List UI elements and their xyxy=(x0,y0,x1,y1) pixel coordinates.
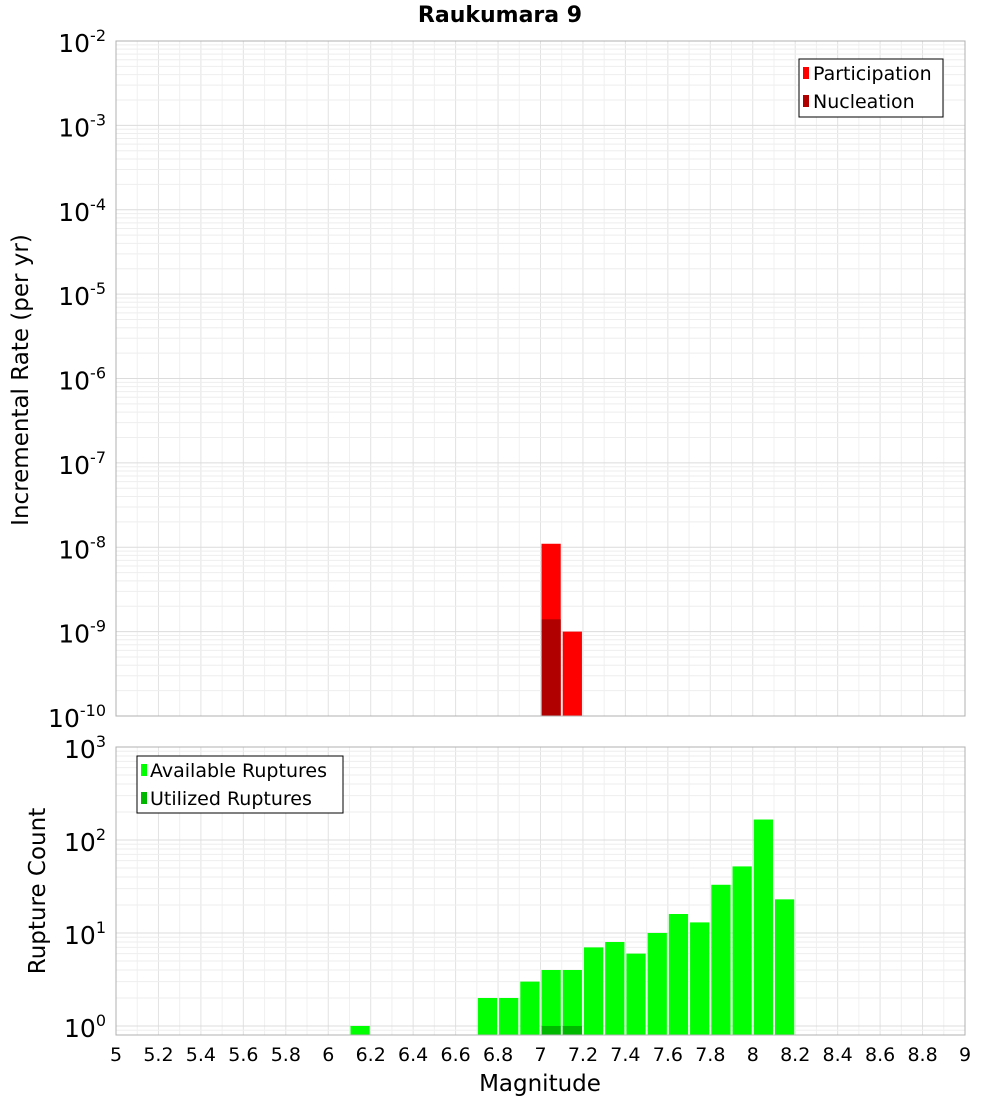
bar-available-ruptures xyxy=(350,1025,370,1035)
x-tick-label: 7 xyxy=(534,1044,546,1066)
bottom-y-tick-label: 100 xyxy=(64,1011,106,1043)
x-tick-label: 6 xyxy=(322,1044,334,1066)
bar-available-ruptures xyxy=(499,997,519,1035)
top-y-tick-label: 10-6 xyxy=(58,364,106,396)
bottom-y-tick-label: 101 xyxy=(64,918,106,950)
legend-swatch-nucleation xyxy=(803,95,809,107)
top-y-tick-label: 10-10 xyxy=(48,701,106,733)
top-y-tick-label: 10-5 xyxy=(58,279,106,311)
bottom-legend-box xyxy=(136,755,344,814)
bottom-bars xyxy=(350,819,795,1035)
top-y-tick-label: 10-7 xyxy=(58,448,106,480)
x-tick-label: 5.8 xyxy=(271,1044,301,1066)
x-tick-label: 7.6 xyxy=(653,1044,683,1066)
chart-title: Raukumara 9 xyxy=(418,3,582,28)
bottom-legend: Available Ruptures Utilized Ruptures xyxy=(136,755,344,814)
top-legend-box xyxy=(798,58,944,118)
bar-utilized-ruptures xyxy=(562,1025,582,1035)
bar-available-ruptures xyxy=(690,922,710,1035)
x-tick-label: 5.4 xyxy=(186,1044,216,1066)
bottom-y-axis-label: Rupture Count xyxy=(25,808,51,974)
x-tick-label: 7.8 xyxy=(695,1044,725,1066)
legend-swatch-available-ruptures xyxy=(141,764,147,776)
bar-available-ruptures xyxy=(753,819,773,1035)
top-legend: Participation Nucleation xyxy=(798,58,944,118)
x-tick-label: 5.6 xyxy=(228,1044,258,1066)
x-tick-label: 8.6 xyxy=(865,1044,895,1066)
x-tick-label: 9 xyxy=(959,1044,971,1066)
x-tick-labels: 5 5.2 5.4 5.6 5.8 6 6.2 6.4 6.6 6.8 7 7.2 7.4 7.6 7.8 8… xyxy=(110,1044,971,1066)
x-tick-label: 6.2 xyxy=(356,1044,386,1066)
top-y-tick-label: 10-4 xyxy=(58,195,106,227)
bottom-y-tick-labels: 100 101 102 103 xyxy=(64,732,106,1043)
top-grid xyxy=(115,40,966,717)
legend-swatch-utilized-ruptures xyxy=(141,792,147,804)
x-tick-label: 6.4 xyxy=(398,1044,428,1066)
bar-participation xyxy=(562,631,582,716)
legend-label-participation: Participation xyxy=(813,63,932,85)
bottom-plot-border xyxy=(115,746,966,1036)
x-tick-label: 5 xyxy=(110,1044,122,1066)
x-tick-label: 6.8 xyxy=(483,1044,513,1066)
bottom-y-tick-label: 103 xyxy=(64,732,106,764)
bar-available-ruptures xyxy=(647,932,667,1035)
x-axis-label: Magnitude xyxy=(479,1071,601,1097)
top-y-tick-label: 10-9 xyxy=(58,617,106,649)
bar-available-ruptures xyxy=(668,914,689,1035)
x-tick-label: 7.2 xyxy=(568,1044,598,1066)
top-y-tick-label: 10-2 xyxy=(58,26,106,58)
top-y-tick-label: 10-8 xyxy=(58,532,106,564)
x-tick-label: 5.2 xyxy=(143,1044,173,1066)
top-panel: 10-10 10-9 10-8 10-7 10-6 10-5 10-4 10-3 10-2 In… xyxy=(8,26,966,733)
bar-available-ruptures xyxy=(520,981,540,1035)
bar-available-ruptures xyxy=(774,899,795,1035)
top-plot-border xyxy=(115,40,966,717)
bar-utilized-ruptures xyxy=(541,1025,561,1035)
x-tick-label: 8.4 xyxy=(823,1044,853,1066)
top-y-tick-label: 10-3 xyxy=(58,110,106,142)
x-tick-label: 8.8 xyxy=(907,1044,937,1066)
legend-label-utilized-ruptures: Utilized Ruptures xyxy=(150,788,312,810)
bar-available-ruptures xyxy=(583,947,604,1035)
x-tick-label: 8.2 xyxy=(780,1044,810,1066)
bottom-y-tick-label: 102 xyxy=(64,825,106,857)
legend-swatch-participation xyxy=(803,67,809,79)
legend-label-available-ruptures: Available Ruptures xyxy=(150,760,327,782)
bar-available-ruptures xyxy=(562,969,582,1035)
bar-available-ruptures xyxy=(711,884,731,1035)
bar-available-ruptures xyxy=(541,969,561,1035)
top-bars xyxy=(541,543,582,716)
x-tick-label: 6.6 xyxy=(440,1044,470,1066)
bar-available-ruptures xyxy=(605,942,625,1035)
bar-available-ruptures xyxy=(626,953,646,1035)
x-tick-label: 8 xyxy=(747,1044,759,1066)
top-y-tick-labels: 10-10 10-9 10-8 10-7 10-6 10-5 10-4 10-3 10-2 xyxy=(48,26,106,733)
top-y-axis-label: Incremental Rate (per yr) xyxy=(8,234,34,526)
bar-available-ruptures xyxy=(732,866,752,1035)
bar-available-ruptures xyxy=(477,997,498,1035)
legend-label-nucleation: Nucleation xyxy=(813,91,915,113)
bar-nucleation xyxy=(541,619,561,716)
x-tick-label: 7.4 xyxy=(610,1044,640,1066)
bottom-panel: 100 101 102 103 5 5.2 5.4 5.6 5.8 6 6.2 6.4 6.6 6.8 7… xyxy=(25,732,971,1097)
